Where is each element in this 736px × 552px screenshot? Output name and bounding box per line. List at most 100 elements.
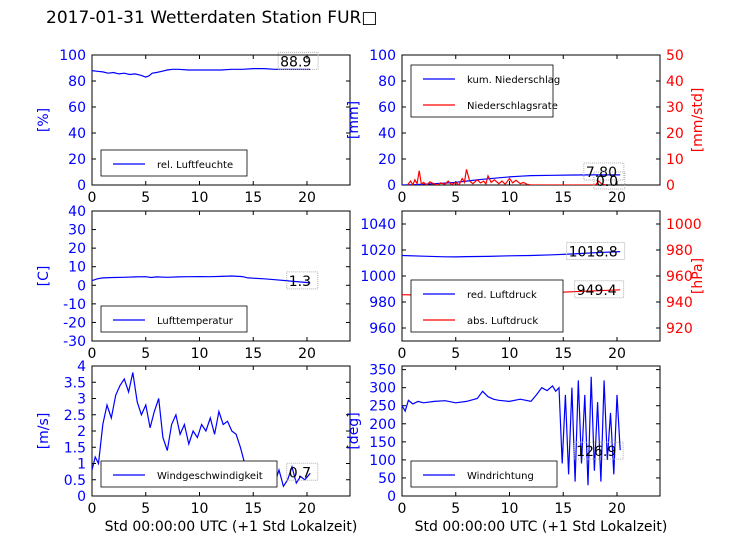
y2-tick-label: 980 bbox=[666, 243, 693, 259]
y-axis-label: [m/s] bbox=[36, 413, 52, 450]
y-tick-label: 0 bbox=[77, 178, 86, 194]
y-tick-label: -20 bbox=[63, 315, 86, 331]
y-tick-label: 250 bbox=[369, 399, 396, 415]
y-tick-label: 3.5 bbox=[64, 375, 86, 391]
y-tick-label: 20 bbox=[68, 241, 86, 257]
legend: kum. Niederschlag Niederschlagsrate bbox=[410, 64, 560, 118]
x-tick-label: 10 bbox=[501, 346, 519, 362]
legend: rel. Luftfeuchte bbox=[100, 149, 248, 177]
series-group bbox=[92, 275, 311, 284]
y-tick-label: 2.5 bbox=[64, 408, 86, 424]
legend-label: red. Luftdruck bbox=[467, 290, 537, 301]
annotation-box bbox=[573, 441, 624, 460]
x-tick-label: 20 bbox=[298, 190, 316, 206]
x-tick-label: 5 bbox=[451, 346, 460, 362]
y-axis-label: [mm] bbox=[346, 101, 362, 139]
value-annotation: 1018.8 bbox=[569, 245, 618, 261]
x-tick-label: 15 bbox=[244, 501, 262, 517]
chart-pressure: 0 5 10 15 20 960 980 1000 1020 1040 920 940 960 980 10… bbox=[360, 210, 706, 362]
x-tick-label: 5 bbox=[141, 190, 150, 206]
x-tick-label: 5 bbox=[141, 501, 150, 517]
y-tick-label: 2 bbox=[77, 424, 86, 440]
y-tick-label: 100 bbox=[369, 48, 396, 64]
y-tick-label: 1.5 bbox=[64, 440, 86, 456]
legend-frame bbox=[410, 460, 558, 488]
x-tick-label: 15 bbox=[554, 501, 572, 517]
series-group bbox=[402, 169, 621, 185]
y-tick-label: 0 bbox=[77, 489, 86, 505]
legend-label: abs. Luftdruck bbox=[467, 316, 538, 327]
chart-precip: 0 5 10 15 20 0 20 40 60 80 100 0 10 20 30 40 50 [mm] [mm/s… bbox=[346, 48, 706, 206]
x-tick-label: 0 bbox=[88, 190, 97, 206]
y-tick-label: 1040 bbox=[360, 217, 396, 233]
x-tick-label: 10 bbox=[501, 501, 519, 517]
legend-frame bbox=[410, 64, 554, 118]
value-annotation: 0.7 bbox=[289, 465, 311, 481]
value-annotation: 1.3 bbox=[289, 274, 311, 290]
y2-tick-label: 920 bbox=[666, 321, 693, 337]
legend-frame bbox=[100, 149, 248, 177]
y-tick-label: 200 bbox=[369, 417, 396, 433]
y2-tick-label: 50 bbox=[666, 48, 684, 64]
series-line-niederschlagsrate bbox=[406, 169, 607, 185]
x-tick-label: 10 bbox=[191, 346, 209, 362]
y2-tick-label: 940 bbox=[666, 295, 693, 311]
x-tick-label: 20 bbox=[298, 501, 316, 517]
legend-label: Lufttemperatur bbox=[157, 316, 234, 327]
y-tick-label: 20 bbox=[68, 152, 86, 168]
legend: red. Luftdruck abs. Luftdruck bbox=[410, 279, 564, 333]
y2-tick-label: 30 bbox=[666, 100, 684, 116]
legend: Windrichtung bbox=[410, 460, 558, 488]
value-annotation: 949.4 bbox=[577, 283, 617, 299]
y-tick-label: 1 bbox=[77, 457, 86, 473]
y-tick-label: 0.5 bbox=[64, 473, 86, 489]
x-tick-label: 15 bbox=[554, 190, 572, 206]
legend: Lufttemperatur bbox=[100, 305, 248, 333]
y2-tick-label: 40 bbox=[666, 74, 684, 90]
x-tick-label: 0 bbox=[398, 346, 407, 362]
x-tick-label: 10 bbox=[191, 190, 209, 206]
y2-tick-label: 0 bbox=[666, 178, 675, 194]
x-tick-label: 20 bbox=[608, 190, 626, 206]
y-axis-label: [deg] bbox=[346, 412, 362, 449]
series-line-rel-luftfeuchte bbox=[92, 67, 311, 78]
y-tick-label: 1000 bbox=[360, 269, 396, 285]
y-tick-label: -10 bbox=[63, 297, 86, 313]
value-annotation: 88.9 bbox=[280, 54, 311, 70]
y-tick-label: 80 bbox=[378, 74, 396, 90]
legend-label: Windgeschwindigkeit bbox=[157, 471, 263, 482]
y-tick-label: 350 bbox=[369, 363, 396, 379]
y-axis-label: [C] bbox=[36, 266, 52, 287]
y2-tick-label: 10 bbox=[666, 152, 684, 168]
y-tick-label: 0 bbox=[77, 278, 86, 294]
annotation-box bbox=[566, 242, 626, 261]
y-tick-label: 40 bbox=[68, 204, 86, 220]
legend-frame bbox=[100, 460, 278, 488]
y-tick-label: 0 bbox=[387, 489, 396, 505]
series-group bbox=[92, 67, 311, 78]
value-annotation: 126.9 bbox=[576, 444, 616, 460]
x-tick-label: 15 bbox=[244, 346, 262, 362]
y-tick-label: 30 bbox=[68, 223, 86, 239]
x-tick-label: 5 bbox=[141, 346, 150, 362]
y2-axis-label: [mm/std] bbox=[690, 88, 706, 153]
y-tick-label: 60 bbox=[68, 100, 86, 116]
x-tick-label: 10 bbox=[191, 501, 209, 517]
y-tick-label: 10 bbox=[68, 260, 86, 276]
x-tick-label: 10 bbox=[501, 190, 519, 206]
legend-frame bbox=[100, 305, 248, 333]
series-line-lufttemperatur bbox=[92, 275, 311, 284]
y2-tick-label: 1000 bbox=[666, 217, 702, 233]
legend-label: kum. Niederschlag bbox=[467, 75, 560, 86]
x-tick-label: 15 bbox=[244, 190, 262, 206]
y2-axis-label: [hPa] bbox=[690, 258, 706, 294]
y-tick-label: 40 bbox=[378, 126, 396, 142]
series-line-red-luftdruck bbox=[402, 251, 621, 258]
y-tick-label: 40 bbox=[68, 126, 86, 142]
y-tick-label: 150 bbox=[369, 435, 396, 451]
x-tick-label: 0 bbox=[88, 346, 97, 362]
annotation-box bbox=[277, 51, 319, 70]
y-tick-label: 80 bbox=[68, 74, 86, 90]
y-tick-label: 20 bbox=[378, 152, 396, 168]
